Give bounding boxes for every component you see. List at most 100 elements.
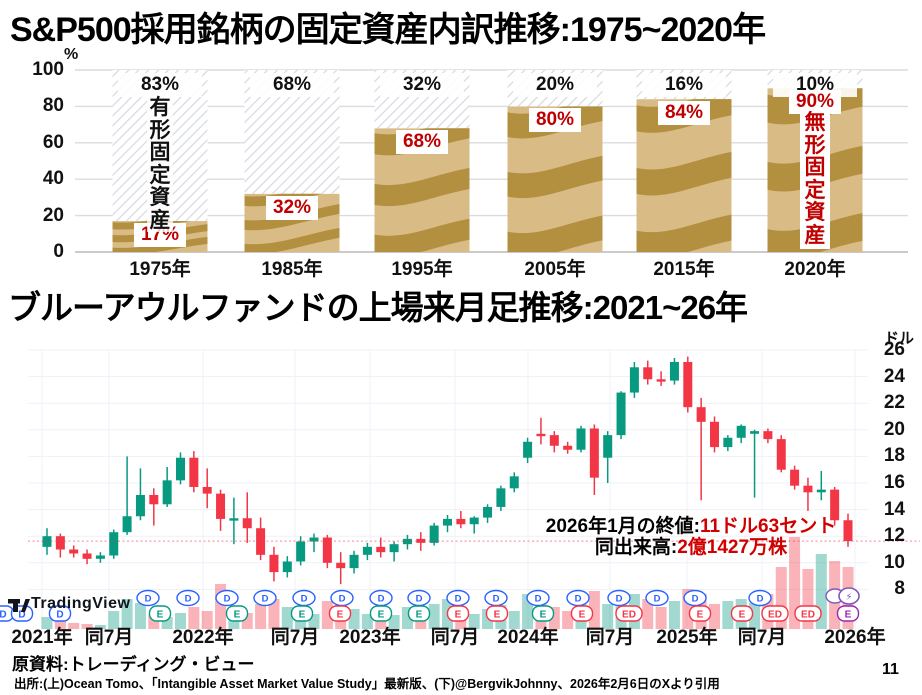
earnings-marker-letter: E: [234, 610, 241, 621]
earnings-marker-letter: E: [845, 610, 852, 621]
dividend-marker-icon: [176, 589, 200, 607]
candle-body: [429, 525, 439, 543]
volume-bar: [815, 554, 827, 629]
candle-body: [696, 407, 706, 422]
dividend-marker-letter: D: [416, 594, 423, 605]
intangible-percent-label: 84%: [657, 101, 711, 126]
dividend-marker-letter: D: [757, 594, 764, 605]
candle-body: [55, 536, 65, 550]
dividend-marker-icon: [215, 589, 239, 607]
dividend-marker-letter: D: [224, 594, 231, 605]
x-category-label: 2020年: [784, 259, 846, 280]
volume-bar: [268, 599, 280, 629]
y-tick-label: 8: [894, 578, 905, 600]
gold-wave-band: [636, 151, 732, 196]
candle-body: [362, 546, 372, 555]
earnings-marker-letter: ED: [622, 610, 636, 621]
earnings-marker-letter: E: [337, 610, 344, 621]
volume-bar: [54, 621, 66, 629]
candle-body: [456, 518, 466, 525]
volume-bar: [108, 611, 120, 629]
candle-body: [349, 554, 359, 569]
flash-marker-glyph: ⚡: [845, 592, 852, 603]
intangible-vertical-label: 無形固定資産: [800, 110, 830, 249]
volume-bar: [588, 591, 600, 629]
candle-body: [536, 433, 546, 437]
dividend-marker-letter: D: [262, 594, 269, 605]
page-title-bottom: ブルーアウルファンドの上場来月足推移:2021~26年: [8, 289, 748, 326]
candle-body: [95, 555, 105, 559]
annotation-line1-label: 2026年1月の終値:: [545, 516, 700, 537]
earnings-marker-icon: [407, 605, 431, 622]
earnings-marker-icon: [615, 605, 643, 622]
y-tick-label: 40: [42, 168, 64, 190]
earnings-marker-icon: [148, 605, 172, 622]
candle-body: [843, 520, 853, 542]
earnings-marker-letter: ED: [768, 610, 782, 621]
dividend-marker-icon: [748, 589, 772, 607]
dividend-marker-letter: D: [185, 594, 192, 605]
dividend-marker-letter: D: [654, 594, 661, 605]
dividend-marker-icon: [136, 589, 160, 607]
volume-bar: [749, 603, 761, 629]
earnings-marker-icon: [290, 605, 314, 622]
earnings-marker-letter: D: [56, 610, 63, 621]
volume-bar: [428, 604, 440, 629]
y-tick-label: 80: [42, 95, 64, 117]
y-tick-label: 20: [42, 204, 64, 226]
candle-body: [389, 544, 399, 553]
tangible-percent-label: 10%: [773, 73, 857, 97]
dividend-marker-icon: [645, 589, 669, 607]
volume-bar: [241, 613, 253, 629]
candle-body: [483, 506, 493, 518]
volume-bar: [94, 625, 106, 629]
earnings-marker-icon: [794, 605, 822, 622]
earnings-marker-letter: E: [416, 610, 423, 621]
volume-bar: [388, 615, 400, 629]
candle-body: [376, 546, 386, 553]
volume-bar: [709, 604, 720, 629]
candle-body: [816, 489, 826, 493]
candle-body: [509, 476, 519, 489]
dividend-marker-letter: D: [493, 594, 500, 605]
volume-bar: [121, 599, 133, 629]
y-tick-label: 0: [53, 241, 64, 262]
earnings-marker-icon: [446, 605, 470, 622]
earnings-marker-letter: E: [739, 610, 746, 621]
earnings-marker-icon: [688, 605, 712, 622]
earnings-marker-letter: E: [378, 610, 385, 621]
x-tick-label: 同7月: [430, 627, 480, 648]
candle-body: [776, 439, 786, 470]
annotation-line2-value: 2億1427万株: [677, 537, 788, 558]
volume-bar: [522, 594, 534, 629]
candle-body: [736, 425, 746, 438]
candle-body: [296, 541, 306, 562]
volume-bar: [161, 617, 173, 629]
x-category-label: 2005年: [524, 259, 586, 280]
candle-body: [603, 435, 613, 458]
annotation-line1: 2026年1月の終値:11ドル63セント: [505, 516, 877, 537]
candle-body: [135, 494, 145, 517]
volume-bar: [775, 567, 787, 629]
page-number: 11: [882, 661, 899, 678]
page-title-top: S&P500採用銘柄の固定資産内訳推移:1975~2020年: [10, 11, 766, 49]
dividend-marker-letter: D: [616, 594, 623, 605]
dividend-marker-letter: D: [692, 594, 699, 605]
candle-body: [576, 428, 586, 450]
candle-body: [683, 361, 693, 408]
candle-body: [710, 421, 719, 448]
y-tick-label: 60: [42, 131, 64, 153]
x-category-label: 2015年: [653, 259, 715, 280]
candle-body: [656, 379, 666, 382]
candle-body: [496, 488, 506, 507]
candle-body: [189, 457, 199, 487]
earnings-marker-icon: [369, 605, 393, 622]
volume-bar: [682, 589, 694, 629]
y-tick-label: 16: [883, 472, 905, 493]
candle-body: [322, 537, 332, 563]
volume-bar: [468, 614, 480, 629]
volume-bar: [548, 607, 560, 629]
volume-bar: [482, 609, 494, 629]
candle-body: [269, 554, 279, 573]
